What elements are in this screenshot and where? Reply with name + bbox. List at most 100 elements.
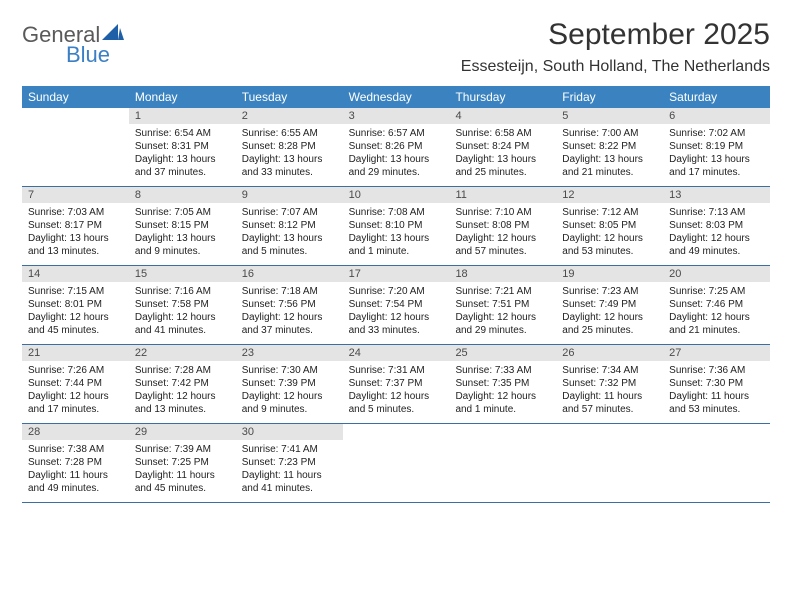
day-body: Sunrise: 7:33 AMSunset: 7:35 PMDaylight:… xyxy=(449,361,556,420)
week-row: 14Sunrise: 7:15 AMSunset: 8:01 PMDayligh… xyxy=(22,266,770,345)
daylight-text: Daylight: 12 hours and 9 minutes. xyxy=(242,390,337,416)
sunset-text: Sunset: 7:46 PM xyxy=(669,298,764,311)
day-number: 29 xyxy=(129,424,236,440)
day-number: 28 xyxy=(22,424,129,440)
sunset-text: Sunset: 8:28 PM xyxy=(242,140,337,153)
daylight-text: Daylight: 13 hours and 1 minute. xyxy=(349,232,444,258)
sunset-text: Sunset: 7:58 PM xyxy=(135,298,230,311)
daylight-text: Daylight: 13 hours and 29 minutes. xyxy=(349,153,444,179)
sunset-text: Sunset: 7:56 PM xyxy=(242,298,337,311)
sunset-text: Sunset: 8:08 PM xyxy=(455,219,550,232)
day-number: 2 xyxy=(236,108,343,124)
day-body: Sunrise: 7:10 AMSunset: 8:08 PMDaylight:… xyxy=(449,203,556,262)
day-cell xyxy=(663,424,770,502)
header: General Blue September 2025 Essesteijn, … xyxy=(22,18,770,76)
day-cell: 24Sunrise: 7:31 AMSunset: 7:37 PMDayligh… xyxy=(343,345,450,423)
day-cell: 11Sunrise: 7:10 AMSunset: 8:08 PMDayligh… xyxy=(449,187,556,265)
sunrise-text: Sunrise: 7:16 AM xyxy=(135,285,230,298)
day-number: 16 xyxy=(236,266,343,282)
sunrise-text: Sunrise: 7:12 AM xyxy=(562,206,657,219)
sunrise-text: Sunrise: 7:15 AM xyxy=(28,285,123,298)
day-cell: 4Sunrise: 6:58 AMSunset: 8:24 PMDaylight… xyxy=(449,108,556,186)
daylight-text: Daylight: 12 hours and 21 minutes. xyxy=(669,311,764,337)
daylight-text: Daylight: 11 hours and 57 minutes. xyxy=(562,390,657,416)
daylight-text: Daylight: 12 hours and 25 minutes. xyxy=(562,311,657,337)
daylight-text: Daylight: 12 hours and 53 minutes. xyxy=(562,232,657,258)
day-number xyxy=(343,424,450,440)
weeks-container: 1Sunrise: 6:54 AMSunset: 8:31 PMDaylight… xyxy=(22,108,770,503)
day-number: 20 xyxy=(663,266,770,282)
daylight-text: Daylight: 12 hours and 5 minutes. xyxy=(349,390,444,416)
day-number: 10 xyxy=(343,187,450,203)
day-cell: 14Sunrise: 7:15 AMSunset: 8:01 PMDayligh… xyxy=(22,266,129,344)
day-body: Sunrise: 7:12 AMSunset: 8:05 PMDaylight:… xyxy=(556,203,663,262)
sunrise-text: Sunrise: 7:10 AM xyxy=(455,206,550,219)
sunset-text: Sunset: 8:15 PM xyxy=(135,219,230,232)
sunrise-text: Sunrise: 7:03 AM xyxy=(28,206,123,219)
daylight-text: Daylight: 12 hours and 45 minutes. xyxy=(28,311,123,337)
day-cell: 21Sunrise: 7:26 AMSunset: 7:44 PMDayligh… xyxy=(22,345,129,423)
day-cell: 8Sunrise: 7:05 AMSunset: 8:15 PMDaylight… xyxy=(129,187,236,265)
day-cell xyxy=(22,108,129,186)
day-cell: 3Sunrise: 6:57 AMSunset: 8:26 PMDaylight… xyxy=(343,108,450,186)
day-number: 21 xyxy=(22,345,129,361)
sunrise-text: Sunrise: 6:55 AM xyxy=(242,127,337,140)
day-cell: 26Sunrise: 7:34 AMSunset: 7:32 PMDayligh… xyxy=(556,345,663,423)
day-body: Sunrise: 6:58 AMSunset: 8:24 PMDaylight:… xyxy=(449,124,556,183)
day-body: Sunrise: 7:13 AMSunset: 8:03 PMDaylight:… xyxy=(663,203,770,262)
day-body: Sunrise: 7:39 AMSunset: 7:25 PMDaylight:… xyxy=(129,440,236,499)
week-row: 21Sunrise: 7:26 AMSunset: 7:44 PMDayligh… xyxy=(22,345,770,424)
day-cell: 9 Sunrise: 7:07 AMSunset: 8:12 PMDaylight… xyxy=(236,187,343,265)
day-body: Sunrise: 7:05 AMSunset: 8:15 PMDaylight:… xyxy=(129,203,236,262)
sunrise-text: Sunrise: 7:07 AM xyxy=(242,206,337,219)
day-number: 6 xyxy=(663,108,770,124)
calendar-grid: Sunday Monday Tuesday Wednesday Thursday… xyxy=(22,86,770,503)
dow-monday: Monday xyxy=(129,86,236,108)
title-block: September 2025 Essesteijn, South Holland… xyxy=(461,18,770,76)
daylight-text: Daylight: 11 hours and 41 minutes. xyxy=(242,469,337,495)
sunset-text: Sunset: 8:12 PM xyxy=(242,219,337,232)
sunset-text: Sunset: 7:23 PM xyxy=(242,456,337,469)
day-body: Sunrise: 7:38 AMSunset: 7:28 PMDaylight:… xyxy=(22,440,129,499)
daylight-text: Daylight: 12 hours and 41 minutes. xyxy=(135,311,230,337)
daylight-text: Daylight: 13 hours and 17 minutes. xyxy=(669,153,764,179)
sunset-text: Sunset: 8:22 PM xyxy=(562,140,657,153)
day-number: 27 xyxy=(663,345,770,361)
day-number xyxy=(663,424,770,440)
sunset-text: Sunset: 8:26 PM xyxy=(349,140,444,153)
day-number: 7 xyxy=(22,187,129,203)
sunset-text: Sunset: 7:49 PM xyxy=(562,298,657,311)
sunset-text: Sunset: 8:10 PM xyxy=(349,219,444,232)
sunset-text: Sunset: 7:44 PM xyxy=(28,377,123,390)
day-body: Sunrise: 6:54 AMSunset: 8:31 PMDaylight:… xyxy=(129,124,236,183)
daylight-text: Daylight: 12 hours and 29 minutes. xyxy=(455,311,550,337)
logo: General Blue xyxy=(22,18,124,68)
day-cell xyxy=(556,424,663,502)
sunset-text: Sunset: 7:28 PM xyxy=(28,456,123,469)
day-number: 13 xyxy=(663,187,770,203)
day-cell: 30Sunrise: 7:41 AMSunset: 7:23 PMDayligh… xyxy=(236,424,343,502)
daylight-text: Daylight: 13 hours and 5 minutes. xyxy=(242,232,337,258)
sunset-text: Sunset: 7:54 PM xyxy=(349,298,444,311)
day-number: 15 xyxy=(129,266,236,282)
day-number: 9 xyxy=(236,187,343,203)
day-body: Sunrise: 7:25 AMSunset: 7:46 PMDaylight:… xyxy=(663,282,770,341)
day-number xyxy=(556,424,663,440)
sunset-text: Sunset: 7:32 PM xyxy=(562,377,657,390)
day-body: Sunrise: 7:08 AMSunset: 8:10 PMDaylight:… xyxy=(343,203,450,262)
day-cell: 28Sunrise: 7:38 AMSunset: 7:28 PMDayligh… xyxy=(22,424,129,502)
week-row: 28Sunrise: 7:38 AMSunset: 7:28 PMDayligh… xyxy=(22,424,770,503)
sunset-text: Sunset: 7:35 PM xyxy=(455,377,550,390)
day-body: Sunrise: 6:57 AMSunset: 8:26 PMDaylight:… xyxy=(343,124,450,183)
day-number: 3 xyxy=(343,108,450,124)
sunset-text: Sunset: 7:25 PM xyxy=(135,456,230,469)
sunrise-text: Sunrise: 7:41 AM xyxy=(242,443,337,456)
sunrise-text: Sunrise: 7:34 AM xyxy=(562,364,657,377)
daylight-text: Daylight: 13 hours and 33 minutes. xyxy=(242,153,337,179)
sunrise-text: Sunrise: 7:38 AM xyxy=(28,443,123,456)
day-body: Sunrise: 7:41 AMSunset: 7:23 PMDaylight:… xyxy=(236,440,343,499)
sunset-text: Sunset: 8:19 PM xyxy=(669,140,764,153)
day-number: 12 xyxy=(556,187,663,203)
sunrise-text: Sunrise: 7:31 AM xyxy=(349,364,444,377)
day-body: Sunrise: 7:16 AMSunset: 7:58 PMDaylight:… xyxy=(129,282,236,341)
